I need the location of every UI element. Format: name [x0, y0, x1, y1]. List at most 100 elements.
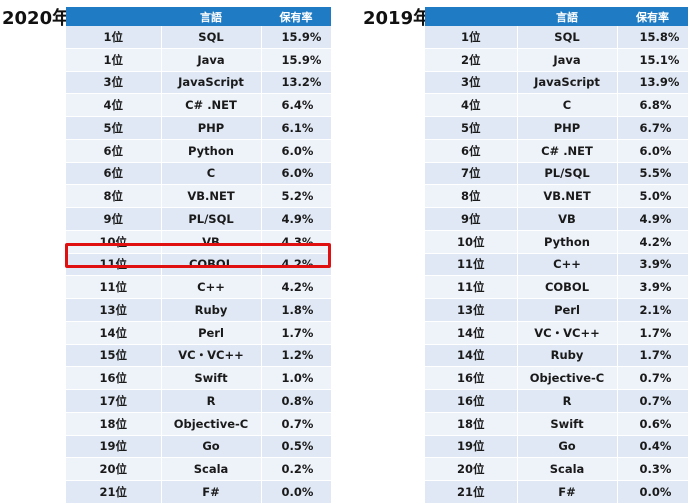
rank-cell: 7位 [425, 162, 518, 186]
table-row: 20位 Scala 0.2% [66, 457, 332, 481]
header-rank [66, 7, 161, 26]
share-cell: 3.9% [617, 253, 689, 277]
language-cell: Swift [517, 412, 618, 436]
language-cell: VB.NET [161, 184, 262, 208]
language-cell: Perl [161, 321, 262, 345]
language-cell: Objective-C [161, 412, 262, 436]
language-cell: Python [161, 139, 262, 163]
header-share: 保有率 [617, 7, 688, 26]
table-row: 17位 R 0.8% [66, 389, 332, 413]
title-2020: 2020年 [2, 8, 71, 29]
share-cell: 0.7% [261, 412, 332, 436]
share-cell: 6.0% [617, 139, 689, 163]
rank-cell: 1位 [66, 48, 162, 72]
rank-cell: 13位 [66, 298, 162, 322]
language-cell: F# [517, 480, 618, 504]
share-cell: 0.7% [617, 389, 689, 413]
rank-cell: 10位 [66, 230, 162, 254]
header-language: 言語 [517, 7, 617, 26]
table-row: 15位 VC・VC++ 1.2% [66, 344, 332, 368]
language-cell: C [161, 162, 262, 186]
table-row: 21位 F# 0.0% [66, 480, 332, 504]
table-row: 16位 Swift 1.0% [66, 366, 332, 390]
table-row: 19位 Go 0.5% [66, 435, 332, 459]
share-cell: 6.0% [261, 162, 332, 186]
rank-cell: 8位 [425, 184, 518, 208]
rank-cell: 15位 [66, 344, 162, 368]
language-cell: VB.NET [517, 184, 618, 208]
table-row: 6位 C# .NET 6.0% [425, 139, 689, 163]
rank-cell: 18位 [425, 412, 518, 436]
header-share: 保有率 [261, 7, 331, 26]
share-cell: 3.9% [617, 275, 689, 299]
table-row: 11位 C++ 3.9% [425, 253, 689, 277]
rank-cell: 9位 [66, 207, 162, 231]
header-language: 言語 [161, 7, 261, 26]
language-cell: SQL [517, 26, 618, 49]
table-row: 6位 C 6.0% [66, 162, 332, 186]
share-cell: 0.3% [617, 457, 689, 481]
rank-cell: 11位 [425, 253, 518, 277]
rank-cell: 4位 [66, 93, 162, 117]
rank-cell: 19位 [425, 435, 518, 459]
share-cell: 0.4% [617, 435, 689, 459]
share-cell: 6.7% [617, 116, 689, 140]
language-cell: PHP [161, 116, 262, 140]
table-row: 18位 Swift 0.6% [425, 412, 689, 436]
table-row: 21位 F# 0.0% [425, 480, 689, 504]
table-row: 3位 JavaScript 13.9% [425, 71, 689, 95]
language-cell: COBOL [161, 253, 262, 277]
language-cell: VC・VC++ [161, 344, 262, 368]
rank-cell: 16位 [425, 366, 518, 390]
rank-cell: 2位 [425, 48, 518, 72]
rank-cell: 14位 [66, 321, 162, 345]
language-cell: Ruby [161, 298, 262, 322]
rank-cell: 8位 [66, 184, 162, 208]
rank-cell: 6位 [66, 162, 162, 186]
table-row: 20位 Scala 0.3% [425, 457, 689, 481]
share-cell: 6.0% [261, 139, 332, 163]
table-row: 5位 PHP 6.7% [425, 116, 689, 140]
table-row: 4位 C# .NET 6.4% [66, 93, 332, 117]
language-cell: R [161, 389, 262, 413]
share-cell: 0.0% [617, 480, 689, 504]
table-row: 3位 JavaScript 13.2% [66, 71, 332, 95]
table-row: 5位 PHP 6.1% [66, 116, 332, 140]
table-row: 19位 Go 0.4% [425, 435, 689, 459]
share-cell: 13.2% [261, 71, 332, 95]
rank-cell: 6位 [425, 139, 518, 163]
table-row: 14位 Ruby 1.7% [425, 344, 689, 368]
rank-cell: 16位 [425, 389, 518, 413]
share-cell: 1.0% [261, 366, 332, 390]
table-row: 1位 SQL 15.8% [425, 26, 689, 49]
rank-cell: 6位 [66, 139, 162, 163]
language-cell: Perl [517, 298, 618, 322]
table-row: 4位 C 6.8% [425, 93, 689, 117]
language-cell: PHP [517, 116, 618, 140]
ranking-table-2020: 言語 保有率 1位 SQL 15.9% 1位 Java 15.9% 3位 JavaScript… [66, 7, 332, 504]
rank-cell: 14位 [425, 344, 518, 368]
share-cell: 0.6% [617, 412, 689, 436]
table-row: 14位 VC・VC++ 1.7% [425, 321, 689, 345]
language-cell: PL/SQL [161, 207, 262, 231]
language-cell: Go [517, 435, 618, 459]
table-row: 8位 VB.NET 5.0% [425, 184, 689, 208]
rank-cell: 21位 [66, 480, 162, 504]
language-cell: C# .NET [517, 139, 618, 163]
language-cell: Python [517, 230, 618, 254]
rank-cell: 11位 [425, 275, 518, 299]
rank-cell: 13位 [425, 298, 518, 322]
table-row: 8位 VB.NET 5.2% [66, 184, 332, 208]
language-cell: Go [161, 435, 262, 459]
table-row: 11位 COBOL 3.9% [425, 275, 689, 299]
table-row: 6位 Python 6.0% [66, 139, 332, 163]
share-cell: 0.0% [261, 480, 332, 504]
share-cell: 1.7% [617, 321, 689, 345]
table-header-row: 言語 保有率 [425, 7, 688, 26]
rank-cell: 19位 [66, 435, 162, 459]
share-cell: 13.9% [617, 71, 689, 95]
rank-cell: 1位 [66, 26, 162, 49]
share-cell: 0.5% [261, 435, 332, 459]
share-cell: 0.7% [617, 366, 689, 390]
language-cell: C++ [161, 275, 262, 299]
